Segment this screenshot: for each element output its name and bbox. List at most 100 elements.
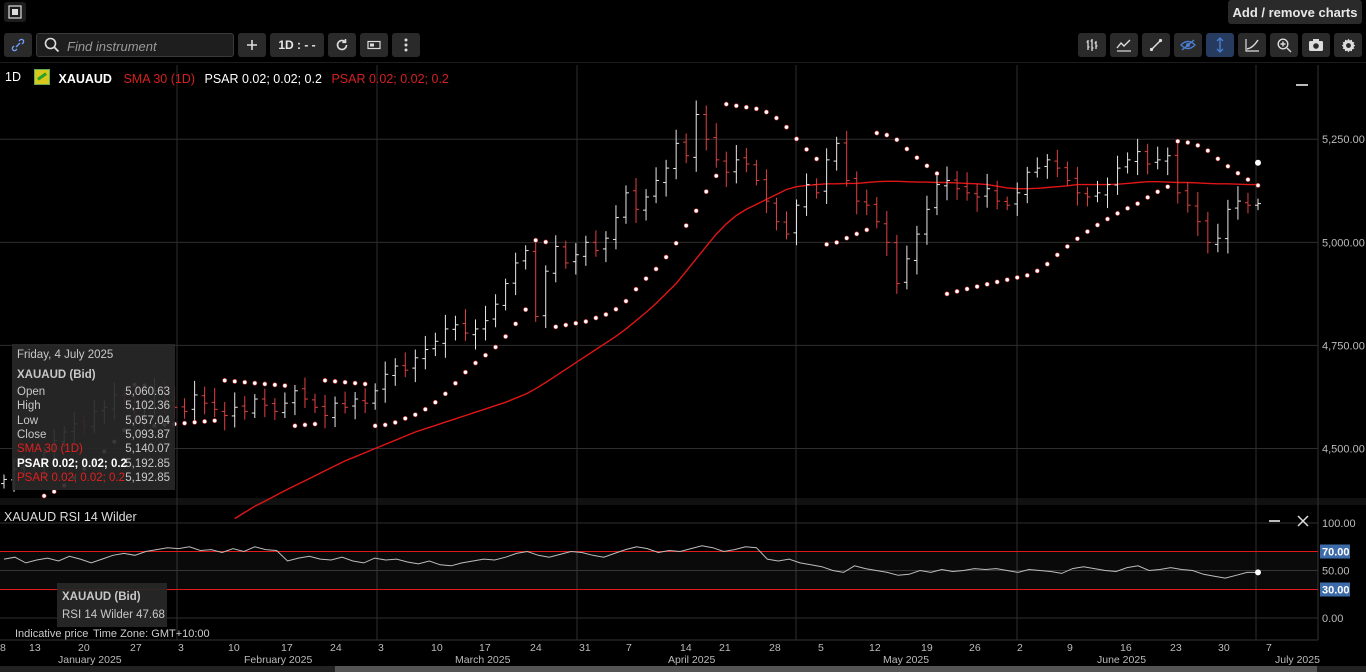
x-day-label: 30 xyxy=(1218,642,1230,654)
x-day-label: 7 xyxy=(1266,642,1272,654)
x-day-label: 24 xyxy=(330,642,342,654)
candle xyxy=(291,385,298,416)
rsi-tip-value: RSI 14 Wilder 47.68 xyxy=(62,609,165,621)
candle xyxy=(552,235,559,283)
psar-dot xyxy=(443,391,448,397)
rsi-tip-instrument: XAUAUD (Bid) xyxy=(62,591,141,603)
psar-dot xyxy=(463,369,468,375)
ohlc-style-button[interactable] xyxy=(1078,33,1106,57)
x-day-label: 13 xyxy=(29,642,41,654)
rsi-close-button[interactable] xyxy=(1296,514,1310,528)
candle xyxy=(1154,146,1161,170)
psar-dot xyxy=(1024,273,1030,278)
candle xyxy=(542,265,549,329)
x-day-label: 28 xyxy=(769,642,781,654)
candle xyxy=(1255,198,1261,211)
candle xyxy=(713,123,720,168)
candle xyxy=(994,180,1001,210)
candle xyxy=(1164,147,1171,176)
psar-dot xyxy=(874,130,880,136)
candle xyxy=(1224,199,1231,254)
candle xyxy=(382,361,389,403)
camera-icon xyxy=(1309,39,1323,51)
psar-dot xyxy=(192,419,198,425)
psar-dot xyxy=(362,381,368,387)
screenshot-button[interactable] xyxy=(1302,33,1330,57)
candle xyxy=(723,151,730,188)
vertical-cursor-icon xyxy=(1216,37,1224,53)
zoom-button[interactable] xyxy=(1270,33,1298,57)
x-month-label: April 2025 xyxy=(668,654,715,666)
candle xyxy=(923,195,930,245)
find-instrument-search[interactable] xyxy=(36,33,234,57)
x-day-label: 3 xyxy=(178,642,184,654)
psar-dot xyxy=(573,320,579,326)
candle xyxy=(482,305,489,341)
drawing-tools-button[interactable] xyxy=(1142,33,1170,57)
add-instrument-button[interactable] xyxy=(238,33,266,57)
psar-legend-1[interactable]: PSAR 0.02; 0.02; 0.2 xyxy=(204,72,322,86)
psar-dot xyxy=(713,173,719,179)
candle xyxy=(984,173,991,208)
psar-legend-2[interactable]: PSAR 0.02; 0.02; 0.2 xyxy=(331,72,449,86)
curve-icon xyxy=(1245,39,1259,52)
candle xyxy=(1024,166,1031,204)
psar-dot xyxy=(422,406,428,412)
psar-dot xyxy=(513,321,519,327)
x-day-label: 14 xyxy=(680,642,692,654)
psar-dot xyxy=(1115,211,1120,216)
candle xyxy=(442,314,449,358)
sma-legend[interactable]: SMA 30 (1D) xyxy=(123,72,196,86)
candle xyxy=(512,252,519,296)
horizontal-scrollbar[interactable] xyxy=(0,666,1366,672)
chart-type-button[interactable] xyxy=(360,33,388,57)
candle xyxy=(913,225,920,275)
rsi-tick-label: 70.00 xyxy=(1322,547,1350,559)
candle xyxy=(342,391,349,414)
candle xyxy=(743,147,750,173)
x-day-label: 17 xyxy=(281,642,293,654)
settings-button[interactable] xyxy=(1334,33,1362,57)
psar-dot xyxy=(743,104,749,110)
tooltip-row-value: 5,192.85 xyxy=(125,457,170,470)
interval-button[interactable]: 1D : - - xyxy=(270,33,324,57)
scrollbar-thumb[interactable] xyxy=(335,666,1317,672)
add-remove-charts-button[interactable]: Add / remove charts xyxy=(1228,0,1362,24)
tooltip-row: Open 5,060.63 xyxy=(17,386,170,400)
x-day-label: 3 xyxy=(378,642,384,654)
candle xyxy=(181,398,188,419)
tooltip-row-label: SMA 30 (1D) xyxy=(17,443,83,456)
psar-dot xyxy=(964,286,970,292)
psar-dot xyxy=(302,422,308,428)
crosshair-button[interactable] xyxy=(1206,33,1234,57)
tooltip-row-label: PSAR 0.02; 0.02; 0.2 xyxy=(17,471,126,484)
psar-dot xyxy=(212,418,218,424)
symbol-label[interactable]: XAUAUD xyxy=(58,72,112,86)
search-input[interactable] xyxy=(65,36,229,56)
psar-dot xyxy=(924,163,930,169)
rsi-tick-label: 0.00 xyxy=(1322,613,1343,625)
layout-menu-button[interactable] xyxy=(4,2,26,22)
hide-drawings-button[interactable] xyxy=(1174,33,1202,57)
more-options-button[interactable] xyxy=(392,33,420,57)
tooltip-row-label: Open xyxy=(17,386,46,398)
psar-dot xyxy=(774,115,779,121)
candle xyxy=(402,352,409,378)
minimize-main-button[interactable] xyxy=(1296,84,1308,86)
psar-dot xyxy=(1235,170,1241,176)
rsi-title: XAUAUD RSI 14 Wilder xyxy=(4,510,137,524)
candle xyxy=(1204,211,1211,254)
candle xyxy=(633,177,640,223)
candle xyxy=(352,392,359,420)
psar-dot xyxy=(944,291,950,297)
rsi-minimize-button[interactable] xyxy=(1269,520,1280,522)
x-day-label: 10 xyxy=(431,642,443,654)
refresh-button[interactable] xyxy=(328,33,356,57)
candle xyxy=(1104,177,1111,209)
x-month-label: July 2025 xyxy=(1275,654,1320,666)
tooltip-row-value: 5,060.63 xyxy=(125,386,170,398)
indicators-button[interactable] xyxy=(1110,33,1138,57)
link-button[interactable] xyxy=(4,33,32,57)
curve-tool-button[interactable] xyxy=(1238,33,1266,57)
